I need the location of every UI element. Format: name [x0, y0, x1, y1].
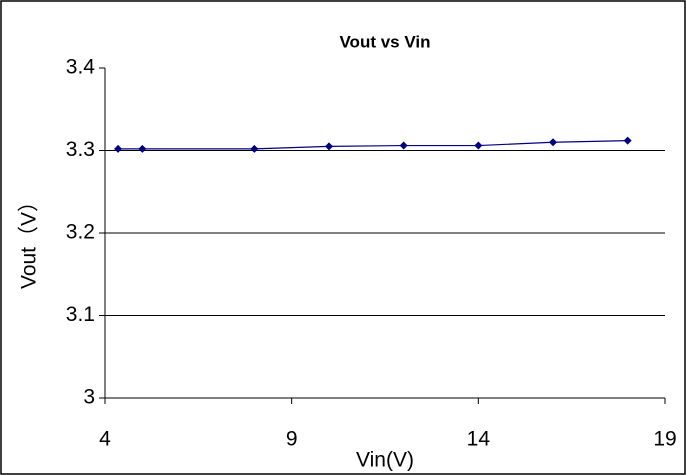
x-axis-label: Vin(V): [356, 449, 414, 472]
y-tick-label: 3.3: [66, 138, 95, 161]
data-point: [399, 141, 408, 150]
y-tick-label: 3.1: [66, 303, 95, 326]
data-point: [114, 144, 123, 153]
y-tick-label: 3.2: [66, 221, 95, 244]
x-tick-label: 19: [653, 428, 676, 451]
y-tick-label: 3.4: [66, 56, 96, 79]
data-point: [474, 141, 483, 150]
y-tick-label: 3: [83, 386, 95, 409]
x-tick-label: 14: [467, 428, 491, 451]
data-point: [325, 142, 333, 151]
chart-title: Vout vs Vin: [339, 32, 430, 51]
data-point: [623, 136, 632, 145]
y-axis-label: Vout（V）: [18, 191, 41, 289]
data-point: [250, 144, 259, 153]
x-tick-label: 9: [286, 428, 298, 451]
data-line: [118, 140, 628, 150]
x-tick-label: 4: [99, 428, 111, 451]
data-point: [138, 144, 147, 153]
data-point: [549, 138, 557, 147]
